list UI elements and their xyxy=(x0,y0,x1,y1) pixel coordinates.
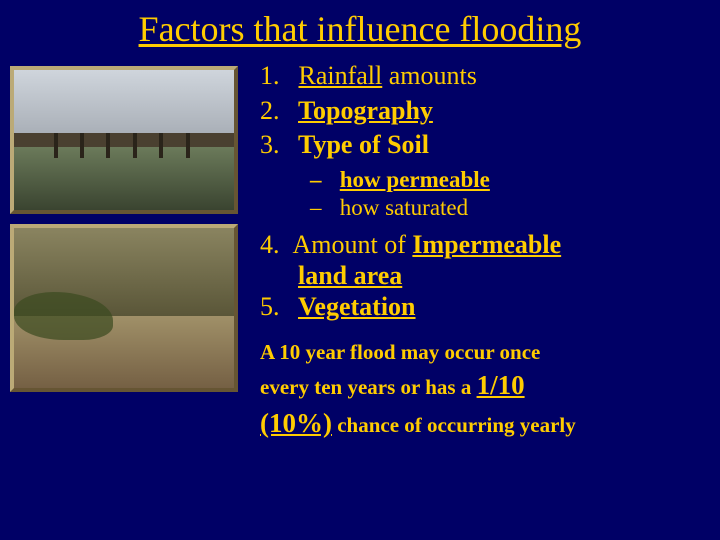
list-number: 2. xyxy=(260,95,292,128)
list-item-2: 2. Topography xyxy=(260,95,708,128)
image-bridge xyxy=(10,66,238,214)
image-valley xyxy=(10,224,238,392)
list-item-1: 1. Rainfall amounts xyxy=(260,60,708,93)
item5-text: Vegetation xyxy=(298,292,415,321)
sub1-text: how permeable xyxy=(340,167,490,192)
footnote-fraction: 1/10 xyxy=(477,370,525,400)
list-number: 1. xyxy=(260,60,292,93)
dash-icon: – xyxy=(310,194,334,223)
list-item-5: 5. Vegetation xyxy=(260,291,708,324)
item4-keyword2: land area xyxy=(298,261,402,290)
footnote-percent: (10%) xyxy=(260,408,332,438)
sub-item-2: – how saturated xyxy=(310,194,708,223)
list-item-3: 3. Type of Soil xyxy=(260,129,708,162)
text-column: 1. Rainfall amounts 2. Topography 3. Typ… xyxy=(240,60,720,443)
item1-rest: amounts xyxy=(382,61,477,90)
item4-pre: Amount of xyxy=(293,230,413,259)
item3-text: Type of Soil xyxy=(298,130,429,159)
content-row: 1. Rainfall amounts 2. Topography 3. Typ… xyxy=(0,50,720,443)
item4-keyword1: Impermeable xyxy=(412,230,561,259)
list-item-4: 4. Amount of Impermeable land area xyxy=(260,229,708,291)
footnote-line3b: chance of occurring yearly xyxy=(332,413,576,437)
item2-text: Topography xyxy=(298,96,433,125)
footnote-line1: A 10 year flood may occur once xyxy=(260,340,540,364)
slide-title: Factors that influence flooding xyxy=(0,0,720,50)
footnote-line2a: every ten years or has a xyxy=(260,375,477,399)
item1-keyword: Rainfall xyxy=(299,61,383,90)
sub-list: – how permeable – how saturated xyxy=(260,166,708,224)
list-number: 4. xyxy=(260,230,280,259)
list-number: 3. xyxy=(260,129,292,162)
list-number: 5. xyxy=(260,291,292,324)
sub-item-1: – how permeable xyxy=(310,166,708,195)
sub2-text: how saturated xyxy=(340,195,468,220)
dash-icon: – xyxy=(310,166,334,195)
image-column xyxy=(0,60,240,443)
footnote: A 10 year flood may occur once every ten… xyxy=(260,338,708,443)
